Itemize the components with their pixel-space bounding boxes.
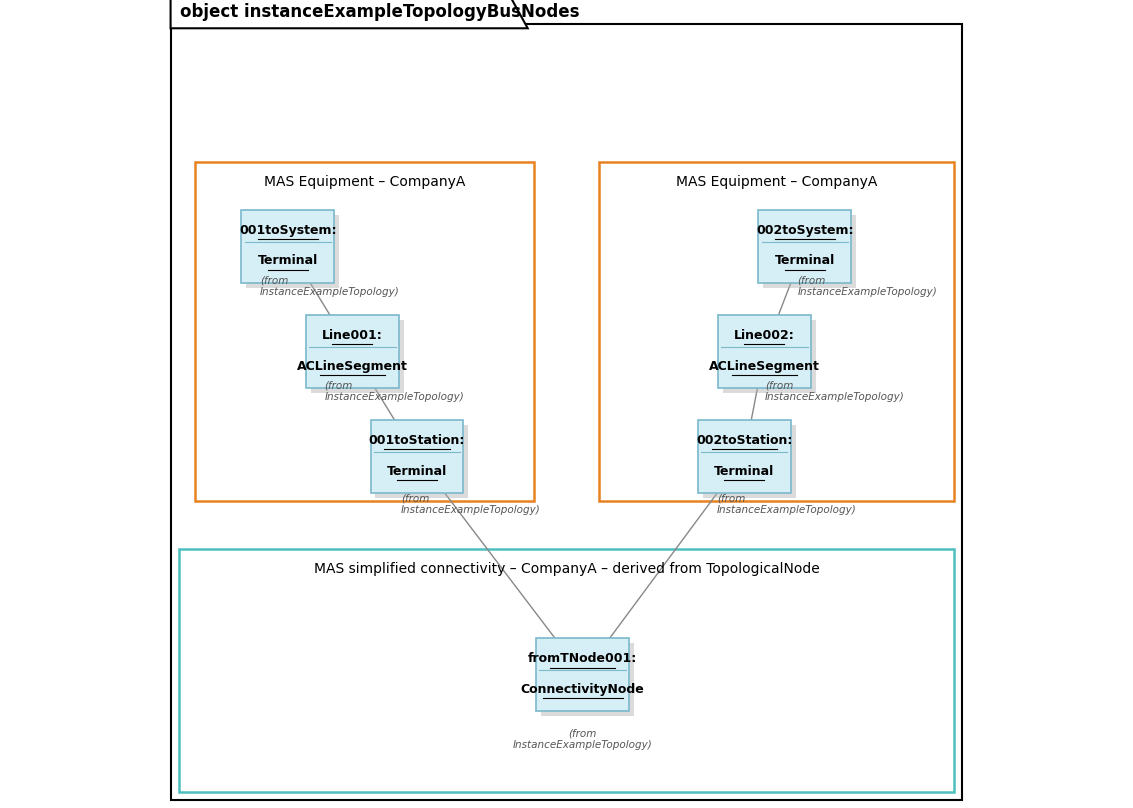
Text: 001toSystem:: 001toSystem: [239,224,337,237]
Text: Terminal: Terminal [714,465,774,478]
FancyBboxPatch shape [370,420,463,493]
Text: Line001:: Line001: [322,329,383,342]
Text: (from
InstanceExampleTopology): (from InstanceExampleTopology) [513,729,653,750]
FancyBboxPatch shape [241,210,334,283]
Polygon shape [171,0,528,28]
Text: 001toStation:: 001toStation: [369,434,466,447]
Text: (from
InstanceExampleTopology): (from InstanceExampleTopology) [717,494,857,516]
FancyBboxPatch shape [542,643,634,716]
FancyBboxPatch shape [698,420,791,493]
Text: ACLineSegment: ACLineSegment [297,360,408,372]
FancyBboxPatch shape [179,549,954,792]
FancyBboxPatch shape [306,315,399,388]
Text: (from
InstanceExampleTopology): (from InstanceExampleTopology) [765,381,904,402]
Text: Line002:: Line002: [734,329,795,342]
FancyBboxPatch shape [764,215,857,288]
FancyBboxPatch shape [171,24,962,800]
Text: (from
InstanceExampleTopology): (from InstanceExampleTopology) [401,494,540,516]
Text: (from
InstanceExampleTopology): (from InstanceExampleTopology) [259,276,400,297]
Text: ACLineSegment: ACLineSegment [709,360,820,372]
Text: fromTNode001:: fromTNode001: [528,652,637,665]
Text: Terminal: Terminal [775,255,835,267]
Text: MAS Equipment – CompanyA: MAS Equipment – CompanyA [264,175,466,188]
Text: object instanceExampleTopologyBusNodes: object instanceExampleTopologyBusNodes [180,3,580,21]
Text: Terminal: Terminal [386,465,448,478]
FancyBboxPatch shape [310,320,403,393]
Text: MAS simplified connectivity – CompanyA – derived from TopologicalNode: MAS simplified connectivity – CompanyA –… [314,562,819,576]
Text: (from
InstanceExampleTopology): (from InstanceExampleTopology) [798,276,937,297]
Text: 002toStation:: 002toStation: [696,434,792,447]
FancyBboxPatch shape [758,210,851,283]
Text: ConnectivityNode: ConnectivityNode [521,683,645,696]
FancyBboxPatch shape [195,162,534,501]
FancyBboxPatch shape [599,162,954,501]
Text: MAS Equipment – CompanyA: MAS Equipment – CompanyA [676,175,877,188]
Text: 002toSystem:: 002toSystem: [756,224,853,237]
Text: Terminal: Terminal [257,255,318,267]
FancyBboxPatch shape [723,320,816,393]
FancyBboxPatch shape [718,315,811,388]
FancyBboxPatch shape [702,425,795,498]
Text: (from
InstanceExampleTopology): (from InstanceExampleTopology) [324,381,465,402]
FancyBboxPatch shape [246,215,339,288]
FancyBboxPatch shape [536,638,629,711]
FancyBboxPatch shape [375,425,468,498]
